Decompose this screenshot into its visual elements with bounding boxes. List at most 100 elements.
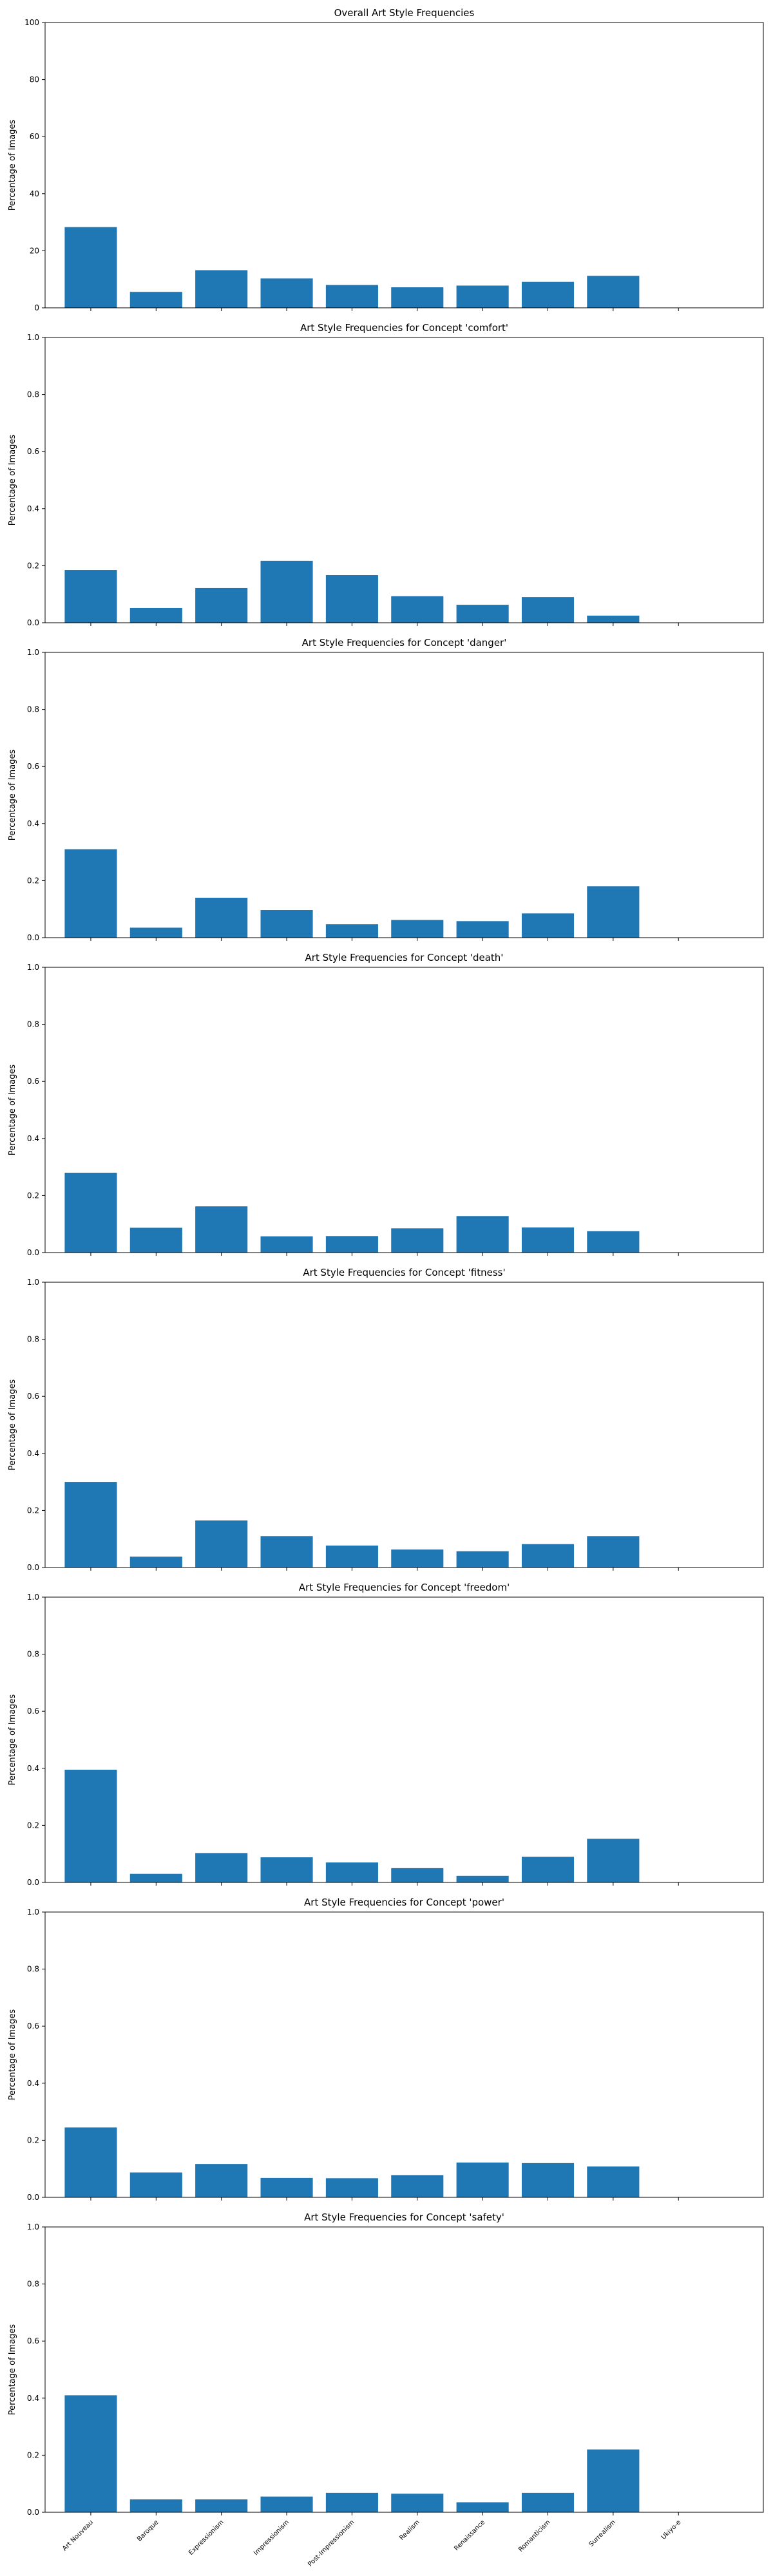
bar-baroque [129, 927, 182, 938]
bar-surrealism [587, 1536, 640, 1567]
y-tick-label: 0.0 [27, 933, 39, 942]
bar-impressionism [260, 2496, 313, 2512]
bar-post-impressionism [325, 1545, 378, 1567]
chart-title: Art Style Frequencies for Concept 'safet… [304, 2211, 504, 2223]
subplot-4: Art Style Frequencies for Concept 'fitne… [8, 1267, 764, 1572]
y-tick-label: 0.4 [27, 1449, 39, 1458]
x-tick-label: Realism [398, 2519, 421, 2542]
y-tick-label: 0.2 [27, 2450, 39, 2459]
bar-renaissance [456, 2502, 509, 2512]
y-tick-label: 80 [30, 75, 39, 84]
bar-realism [391, 920, 444, 938]
y-tick-label: 0.4 [27, 2394, 39, 2403]
bar-expressionism [195, 1206, 248, 1253]
subplot-3: Art Style Frequencies for Concept 'death… [8, 952, 764, 1257]
bar-post-impressionism [325, 575, 378, 623]
y-tick-label: 0.4 [27, 1764, 39, 1773]
y-tick-label: 0.8 [27, 2280, 39, 2289]
bar-impressionism [260, 910, 313, 938]
y-tick-label: 0.6 [27, 2336, 39, 2345]
y-tick-label: 0.2 [27, 561, 39, 570]
bar-realism [391, 1549, 444, 1567]
y-tick-label: 1.0 [27, 2222, 39, 2231]
y-tick-label: 0.0 [27, 1878, 39, 1887]
bar-post-impressionism [325, 1862, 378, 1882]
bar-romanticism [521, 913, 575, 938]
bar-art-nouveau [64, 1482, 117, 1567]
bar-romanticism [521, 1544, 575, 1567]
bar-post-impressionism [325, 1236, 378, 1253]
y-tick-label: 0.8 [27, 1335, 39, 1344]
bar-art-nouveau [64, 227, 117, 308]
y-axis-label: Percentage of Images [8, 435, 17, 526]
bar-expressionism [195, 587, 248, 623]
bar-expressionism [195, 2164, 248, 2197]
bar-renaissance [456, 921, 509, 938]
y-tick-label: 20 [30, 246, 39, 255]
x-tick-label: Baroque [136, 2519, 160, 2543]
bar-art-nouveau [64, 1770, 117, 1882]
plot-frame [44, 652, 764, 938]
subplot-5: Art Style Frequencies for Concept 'freed… [8, 1582, 764, 1887]
chart-title: Art Style Frequencies for Concept 'freed… [299, 1582, 510, 1593]
y-tick-label: 0.6 [27, 1077, 39, 1086]
y-tick-label: 0.2 [27, 1191, 39, 1200]
bar-surrealism [587, 276, 640, 308]
y-tick-label: 40 [30, 189, 39, 198]
subplot-1: Art Style Frequencies for Concept 'comfo… [8, 322, 764, 627]
bar-surrealism [587, 615, 640, 623]
y-tick-label: 0.6 [27, 762, 39, 771]
bar-renaissance [456, 1875, 509, 1882]
y-axis-label: Percentage of Images [8, 1694, 17, 1786]
bar-expressionism [195, 2499, 248, 2512]
subplot-0: Overall Art Style Frequencies Percentage … [8, 7, 764, 312]
y-tick-label: 1.0 [27, 333, 39, 342]
bar-surrealism [587, 1231, 640, 1253]
x-tick-label: Art Nouveau [61, 2519, 95, 2552]
bar-romanticism [521, 2163, 575, 2197]
x-tick-label: Post-Impressionism [307, 2519, 356, 2568]
y-tick-label: 0.8 [27, 1020, 39, 1029]
bar-impressionism [260, 560, 313, 623]
bar-renaissance [456, 1216, 509, 1253]
subplot-2: Art Style Frequencies for Concept 'dange… [8, 637, 764, 942]
y-tick-label: 0.2 [27, 2136, 39, 2145]
bar-renaissance [456, 605, 509, 623]
y-tick-label: 0.8 [27, 1650, 39, 1659]
y-tick-label: 1.0 [27, 648, 39, 657]
y-tick-label: 0.6 [27, 1707, 39, 1716]
bar-romanticism [521, 2492, 575, 2512]
y-axis-label: Percentage of Images [8, 120, 17, 211]
chart-title: Art Style Frequencies for Concept 'power… [304, 1897, 504, 1908]
y-tick-label: 0.2 [27, 1821, 39, 1830]
y-tick-label: 0.6 [27, 1392, 39, 1401]
chart-title: Overall Art Style Frequencies [334, 7, 475, 19]
bar-surrealism [587, 886, 640, 938]
y-tick-label: 0.8 [27, 1965, 39, 1974]
y-tick-label: 1.0 [27, 963, 39, 972]
bar-renaissance [456, 285, 509, 308]
chart-title: Art Style Frequencies for Concept 'death… [305, 952, 504, 963]
y-tick-label: 0.0 [27, 1563, 39, 1572]
chart-title: Art Style Frequencies for Concept 'fitne… [303, 1267, 505, 1278]
y-tick-label: 0.6 [27, 447, 39, 456]
bar-realism [391, 287, 444, 308]
y-axis-label: Percentage of Images [8, 1065, 17, 1156]
y-axis-label: Percentage of Images [8, 2009, 17, 2101]
bar-romanticism [521, 1227, 575, 1253]
bar-surrealism [587, 2449, 640, 2512]
y-tick-label: 1.0 [27, 1593, 39, 1602]
bar-art-nouveau [64, 1172, 117, 1253]
y-tick-label: 0.4 [27, 2079, 39, 2088]
y-tick-label: 100 [24, 18, 39, 27]
y-axis-label: Percentage of Images [8, 1379, 17, 1471]
bar-art-nouveau [64, 849, 117, 938]
bar-impressionism [260, 278, 313, 308]
bar-impressionism [260, 2177, 313, 2197]
subplot-6: Art Style Frequencies for Concept 'power… [8, 1897, 764, 2202]
bar-art-nouveau [64, 570, 117, 623]
bar-realism [391, 1868, 444, 1882]
chart-title: Art Style Frequencies for Concept 'dange… [302, 637, 507, 649]
x-tick-label: Renaissance [453, 2519, 486, 2552]
